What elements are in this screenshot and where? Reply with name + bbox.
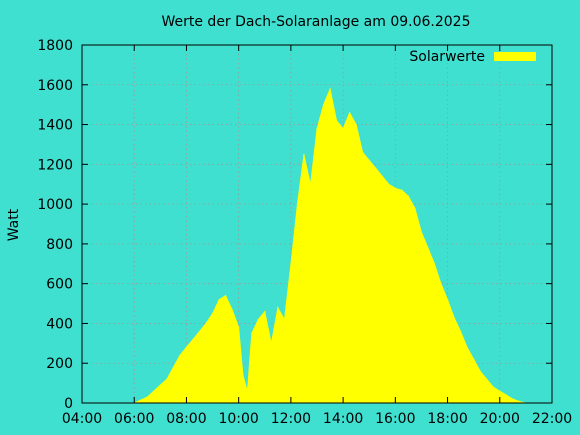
data-point <box>368 159 370 161</box>
data-point <box>185 346 187 348</box>
data-point <box>420 231 422 233</box>
data-point <box>251 332 253 334</box>
x-tick-label: 08:00 <box>166 411 206 427</box>
data-point <box>205 322 207 324</box>
x-tick-label: 14:00 <box>323 411 363 427</box>
data-point <box>246 390 248 392</box>
data-point <box>375 167 377 169</box>
data-point <box>192 338 194 340</box>
data-point <box>303 153 305 155</box>
y-tick-label: 600 <box>46 277 73 293</box>
data-point <box>172 366 174 368</box>
data-point <box>407 195 409 197</box>
y-tick-label: 0 <box>64 396 73 412</box>
data-point <box>198 330 201 332</box>
y-axis-label: Watt <box>6 208 22 241</box>
data-point <box>433 263 436 265</box>
data-point <box>329 88 331 90</box>
data-point <box>447 299 449 301</box>
data-point <box>427 247 429 249</box>
data-point <box>342 127 344 130</box>
data-point <box>512 398 514 400</box>
data-point <box>316 127 318 130</box>
y-tick-label: 400 <box>46 316 73 332</box>
data-point <box>218 299 220 301</box>
x-tick-label: 16:00 <box>375 411 415 427</box>
data-point <box>270 342 272 344</box>
data-point <box>146 396 148 398</box>
data-point <box>296 203 298 205</box>
data-point <box>355 124 357 126</box>
plot-border <box>81 44 553 404</box>
data-point <box>166 378 168 380</box>
x-tick-label: 06:00 <box>114 411 154 427</box>
data-point <box>238 326 240 328</box>
data-point <box>264 310 266 313</box>
data-point <box>242 374 244 376</box>
legend-label: Solarwerte <box>409 49 485 65</box>
data-point <box>466 346 468 348</box>
data-point <box>153 390 155 392</box>
legend: Solarwerte <box>409 49 536 65</box>
data-point <box>401 189 403 191</box>
data-point <box>231 308 233 311</box>
y-tick-label: 1800 <box>37 38 73 54</box>
data-point <box>212 312 214 315</box>
data-point <box>473 358 475 360</box>
data-point <box>505 394 507 396</box>
plot-area <box>133 87 527 404</box>
axes: 04:00 06:00 08:00 10:00 12:00 14:00 16:00 18:00… <box>37 38 572 427</box>
data-point <box>309 183 312 185</box>
data-point <box>453 316 455 319</box>
data-point <box>336 120 338 122</box>
data-point <box>225 295 227 297</box>
data-point <box>140 399 142 401</box>
data-point <box>460 330 462 332</box>
data-point <box>322 104 325 106</box>
data-point <box>283 318 285 321</box>
x-tick-label: 22:00 <box>532 411 572 427</box>
legend-swatch <box>494 52 536 61</box>
data-point <box>388 183 390 185</box>
data-point <box>518 400 521 402</box>
data-point <box>381 175 383 177</box>
y-tick-label: 800 <box>46 237 73 253</box>
data-point <box>479 370 481 372</box>
chart-title: Werte der Dach-Solaranlage am 09.06.2025 <box>161 14 470 30</box>
data-point <box>492 386 494 388</box>
data-point <box>277 306 279 309</box>
data-point <box>486 378 488 380</box>
y-tick-label: 1600 <box>37 78 73 94</box>
data-point <box>394 187 396 189</box>
x-tick-label: 12:00 <box>271 411 311 427</box>
data-point <box>349 112 351 114</box>
x-tick-label: 20:00 <box>480 411 520 427</box>
data-point <box>440 283 442 285</box>
x-tick-label: 04:00 <box>62 411 102 427</box>
data-point <box>362 151 364 153</box>
y-tick-label: 1000 <box>37 197 73 213</box>
data-point <box>179 354 181 356</box>
data-point <box>257 318 259 321</box>
y-tick-label: 1200 <box>37 157 73 173</box>
series-area-0 <box>134 87 526 404</box>
data-point <box>290 263 292 265</box>
x-tick-label: 18:00 <box>427 411 467 427</box>
data-point <box>499 390 501 392</box>
x-tick-label: 10:00 <box>218 411 258 427</box>
y-tick-label: 1400 <box>37 118 73 134</box>
data-point <box>414 207 416 209</box>
y-tick-label: 200 <box>46 356 73 372</box>
data-point <box>159 384 161 386</box>
